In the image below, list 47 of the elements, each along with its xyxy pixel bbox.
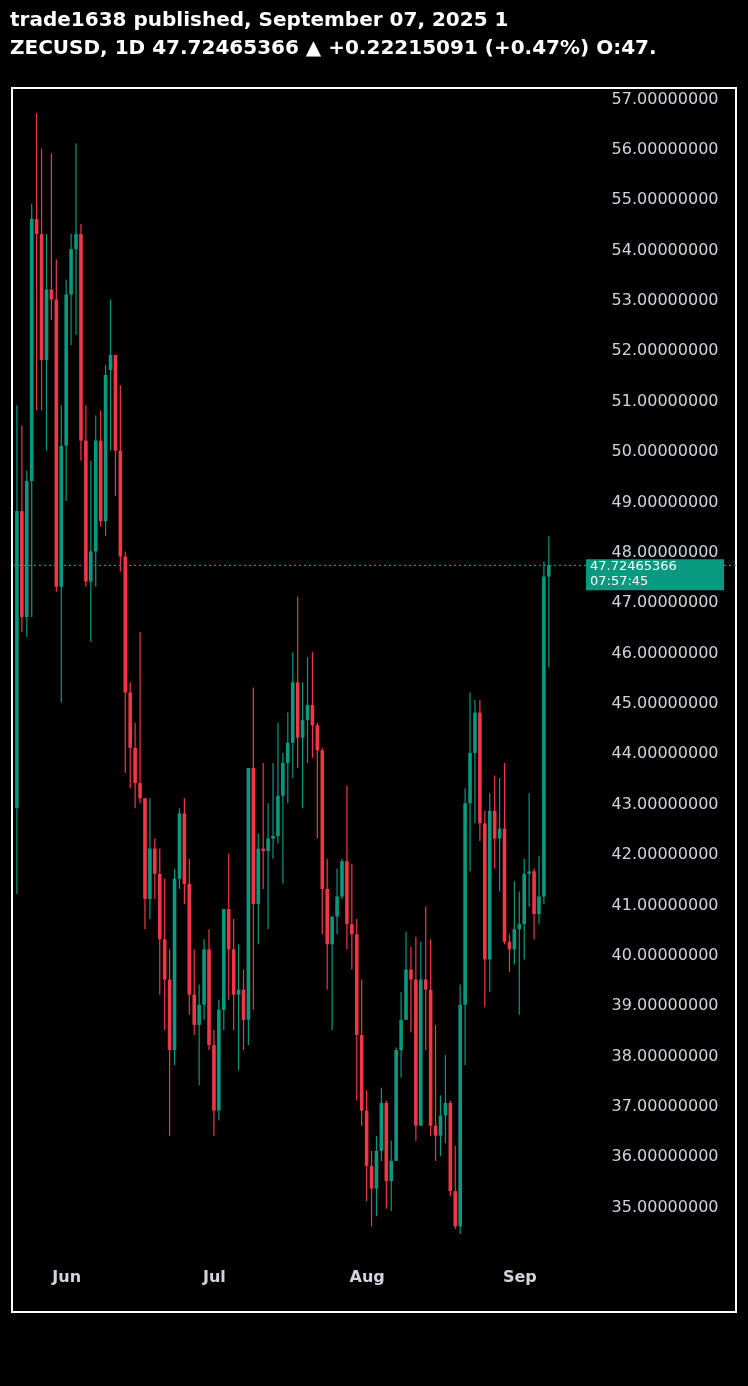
y-tick-label: 52.00000000	[611, 340, 719, 360]
candlestick	[138, 631, 142, 804]
x-tick-label: Jun	[51, 1266, 82, 1286]
y-tick-label: 49.00000000	[611, 491, 719, 511]
y-tick-label: 44.00000000	[611, 743, 719, 763]
y-tick-label: 46.00000000	[611, 642, 719, 662]
candlestick	[197, 983, 201, 1086]
y-tick-label: 48.00000000	[611, 541, 719, 561]
candlestick	[423, 905, 428, 1051]
candlestick	[409, 946, 413, 1034]
y-tick-label: 55.00000000	[611, 189, 719, 209]
y-tick-label: 57.00000000	[611, 88, 719, 108]
candlestick	[266, 802, 270, 930]
y-tick-label: 50.00000000	[611, 441, 719, 461]
y-tick-label: 35.00000000	[611, 1196, 719, 1216]
y-tick-label: 36.00000000	[611, 1146, 719, 1166]
chart-title: trade1638 published, September 07, 2025 1	[10, 7, 509, 31]
candlestick	[271, 762, 275, 860]
annotation: 07:57:45	[590, 573, 649, 589]
y-tick-label: 39.00000000	[611, 995, 719, 1015]
candlestick	[350, 863, 354, 971]
candlestick	[527, 792, 531, 908]
ref-line-label: 47.72465366	[590, 558, 677, 574]
y-tick-label: 53.00000000	[611, 290, 719, 310]
candlestick	[286, 711, 290, 804]
chart-subtitle: ZECUSD, 1D 47.72465366 ▲ +0.22215091 (+0.47%) O:47.	[10, 35, 657, 59]
candlestick	[335, 868, 339, 935]
x-tick-label: Aug	[349, 1266, 385, 1286]
y-tick-label: 38.00000000	[611, 1045, 719, 1065]
candlestick	[74, 142, 78, 336]
y-tick-label: 43.00000000	[611, 793, 719, 813]
y-tick-label: 41.00000000	[611, 894, 719, 914]
candlestick	[389, 1140, 394, 1212]
candlestick	[497, 777, 502, 893]
y-tick-label: 42.00000000	[611, 844, 719, 864]
y-tick-label: 37.00000000	[611, 1095, 719, 1115]
y-tick-label: 54.00000000	[611, 239, 719, 259]
y-tick-label: 40.00000000	[611, 944, 719, 964]
y-tick-label: 45.00000000	[611, 693, 719, 713]
x-tick-label: Sep	[502, 1266, 537, 1286]
y-tick-label: 56.00000000	[611, 138, 719, 158]
candlestick	[537, 855, 541, 925]
y-tick-label: 51.00000000	[611, 390, 719, 410]
candlestick	[517, 890, 522, 1016]
x-tick-label: Jul	[202, 1266, 226, 1286]
y-tick-label: 47.00000000	[611, 592, 719, 612]
candlestick	[49, 152, 54, 321]
